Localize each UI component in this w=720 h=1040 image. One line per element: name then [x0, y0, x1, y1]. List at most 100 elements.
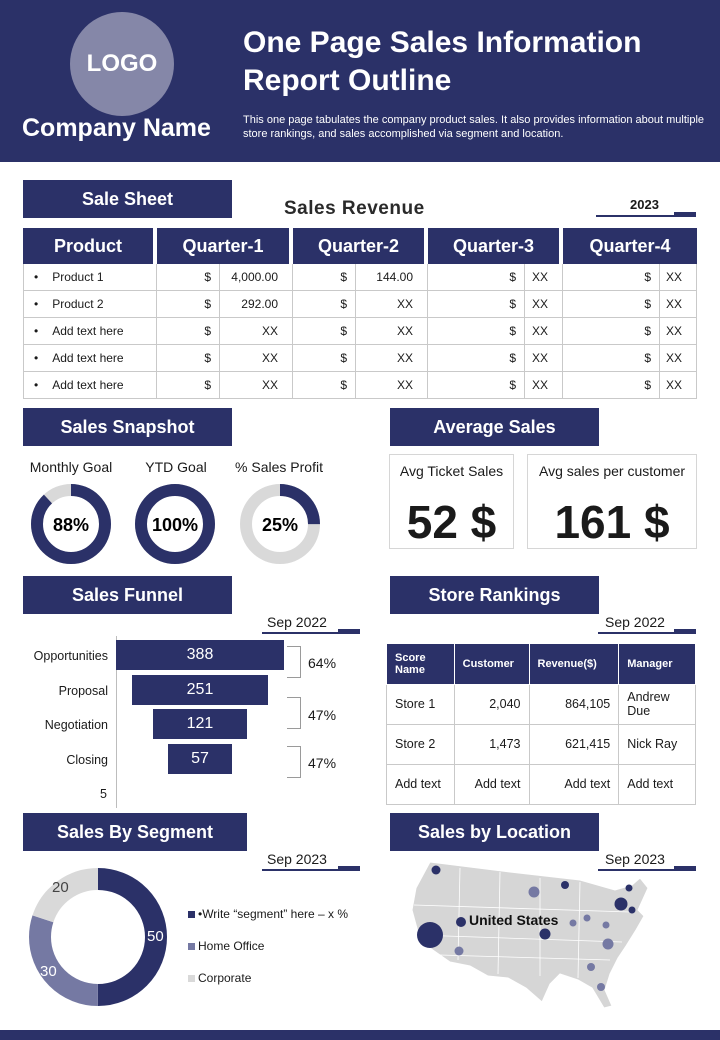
table-row: Add text Add text Add text Add text — [386, 763, 696, 805]
segment-value-label-1: 50 — [147, 928, 164, 945]
q2-amount: XX — [355, 372, 428, 399]
table-row: • Add text here $ XX $ XX $ XX $ XX — [23, 318, 697, 345]
product-name: Add text here — [52, 324, 124, 338]
donut-fill — [31, 484, 111, 564]
donut-value: 88% — [53, 515, 89, 535]
funnel-date-underline-block — [338, 629, 360, 634]
page-title: One Page Sales Information Report Outlin… — [243, 26, 642, 97]
section-header-sales-by-location: Sales by Location — [390, 813, 599, 851]
footer-bar — [0, 1030, 720, 1040]
funnel-label-negotiation: Negotiation — [44, 718, 108, 732]
q3-amount: XX — [524, 264, 563, 291]
map-marker-new-york — [614, 897, 628, 911]
col-quarter-2: Quarter-2 — [293, 228, 428, 264]
q3-amount: XX — [524, 318, 563, 345]
product-name: Product 1 — [52, 270, 104, 284]
customer-count: Add text — [453, 763, 530, 805]
avg-ticket-box: Avg Ticket Sales 52 $ — [389, 454, 514, 549]
funnel-bar-closing: 57 — [167, 744, 233, 774]
q4-amount: XX — [659, 345, 697, 372]
conversion-pct-2: 47% — [308, 707, 337, 723]
map-marker-kentucky — [583, 914, 591, 922]
col-product: Product — [23, 228, 157, 264]
map-marker-texas-north — [539, 928, 551, 940]
revenue: Add text — [528, 763, 620, 805]
year-underline-block — [674, 212, 696, 217]
table-row: • Add text here $ XX $ XX $ XX $ XX — [23, 345, 697, 372]
q1-amount: XX — [219, 318, 293, 345]
col-customer: Customer — [453, 644, 530, 685]
map-marker-florida — [597, 983, 605, 991]
currency-symbol: $ — [157, 318, 219, 345]
bullet: • — [34, 378, 39, 392]
sales-year: 2023 — [630, 197, 659, 212]
us-map-shape — [411, 861, 649, 1009]
table-row: Store 2 1,473 621,415 Nick Ray — [386, 723, 696, 765]
donut-value: 100% — [152, 515, 198, 535]
currency-symbol: $ — [428, 291, 524, 318]
currency-symbol: $ — [293, 318, 355, 345]
product-cell: • Product 2 — [23, 291, 157, 318]
state-borders — [413, 867, 631, 979]
store-name: Store 2 — [386, 723, 455, 765]
ytd-goal-label: YTD Goal — [145, 459, 207, 475]
avg-ticket-value: 52 $ — [406, 496, 497, 548]
currency-symbol: $ — [563, 345, 659, 372]
segment-value-label-3: 20 — [52, 879, 69, 896]
segment-slice-1 — [29, 868, 167, 1006]
store-name: Store 1 — [386, 683, 455, 725]
customer-count: 2,040 — [453, 683, 530, 725]
q3-amount: XX — [524, 291, 563, 318]
map-marker-arizona — [454, 946, 464, 956]
product-name: Product 2 — [52, 297, 104, 311]
funnel-extra-value: 5 — [100, 787, 107, 801]
map-marker-nevada — [456, 917, 466, 927]
revenue: 864,105 — [528, 683, 620, 725]
bullet: • — [34, 351, 39, 365]
q4-amount: XX — [659, 291, 697, 318]
currency-symbol: $ — [563, 318, 659, 345]
segment-slice-2 — [29, 868, 167, 1006]
col-quarter-1: Quarter-1 — [157, 228, 293, 264]
avg-customer-label: Avg sales per customer — [538, 463, 686, 479]
table-row: • Add text here $ XX $ XX $ XX $ XX — [23, 372, 697, 399]
q1-amount: XX — [219, 345, 293, 372]
currency-symbol: $ — [293, 264, 355, 291]
legend-swatch — [188, 942, 195, 950]
currency-symbol: $ — [428, 345, 524, 372]
store-rankings-table: Score Name Customer Revenue($) Manager S… — [386, 644, 696, 805]
sales-table: Product Quarter-1 Quarter-2 Quarter-3 Qu… — [23, 228, 697, 399]
product-cell: • Add text here — [23, 372, 157, 399]
avg-ticket-label: Avg Ticket Sales — [399, 463, 504, 479]
q3-amount: XX — [524, 345, 563, 372]
rankings-date-underline — [598, 632, 696, 634]
product-name: Add text here — [52, 351, 124, 365]
map-country-label: United States — [469, 912, 559, 928]
map-marker-carolina — [602, 938, 614, 950]
legend-item-home-office: Home Office — [188, 939, 264, 953]
map-marker-virginia — [602, 921, 610, 929]
currency-symbol: $ — [428, 318, 524, 345]
map-marker-california — [417, 922, 443, 948]
funnel-axis — [116, 636, 117, 808]
segment-donut — [29, 868, 167, 1006]
conversion-pct-3: 47% — [308, 755, 337, 771]
logo: LOGO — [70, 12, 174, 116]
legend-swatch — [188, 974, 195, 982]
q2-amount: XX — [355, 345, 428, 372]
company-name: Company Name — [22, 114, 211, 142]
currency-symbol: $ — [157, 264, 219, 291]
avg-customer-value: 161 $ — [554, 496, 670, 548]
manager: Add text — [618, 763, 696, 805]
funnel-label-proposal: Proposal — [58, 684, 108, 698]
currency-symbol: $ — [157, 345, 219, 372]
section-header-sales-snapshot: Sales Snapshot — [23, 408, 232, 446]
currency-symbol: $ — [157, 291, 219, 318]
currency-symbol: $ — [563, 264, 659, 291]
section-header-average-sales: Average Sales — [390, 408, 599, 446]
col-score-name: Score Name — [386, 644, 455, 685]
us-map — [411, 861, 649, 1009]
monthly-goal-label: Monthly Goal — [29, 459, 113, 475]
q4-amount: XX — [659, 372, 697, 399]
segment-date: Sep 2023 — [267, 851, 327, 867]
